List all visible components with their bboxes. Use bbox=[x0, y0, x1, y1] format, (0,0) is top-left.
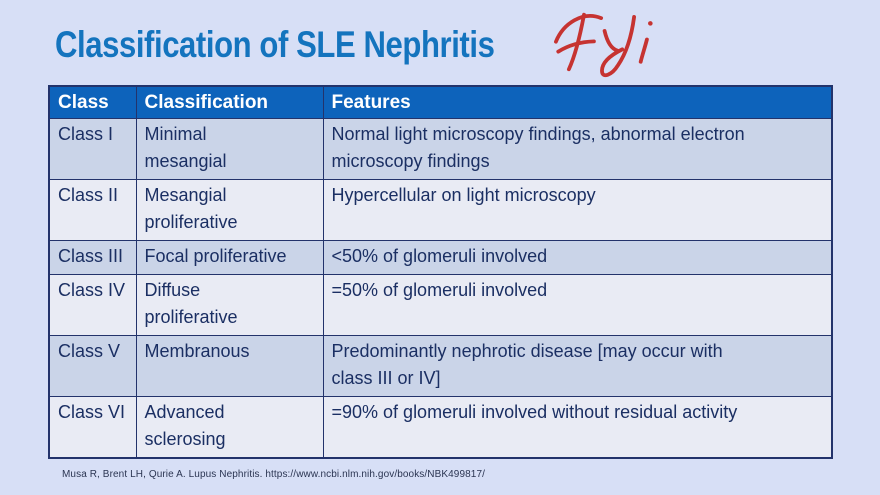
page-title: Classification of SLE Nephritis bbox=[55, 24, 495, 65]
classification-cell: Focal proliferative bbox=[135, 240, 324, 275]
table-row: Class V Membranous Predominantly nephrotic… bbox=[48, 335, 833, 397]
fyi-i-dot bbox=[648, 21, 653, 26]
citation: Musa R, Brent LH, Qurie A. Lupus Nephrit… bbox=[62, 469, 485, 480]
features-cell: <50% of glomeruli involved bbox=[322, 240, 833, 275]
classification-cell: Membranous bbox=[135, 335, 324, 397]
table-header: Class Classification Features bbox=[48, 85, 833, 119]
fyi-y-left-stroke bbox=[602, 29, 620, 53]
fyi-f-top-stroke bbox=[554, 14, 604, 44]
table-row: Class II Mesangial proliferative Hypercell… bbox=[48, 179, 833, 241]
features-cell: Predominantly nephrotic disease [may occ… bbox=[322, 335, 833, 397]
class-cell: Class II bbox=[48, 179, 137, 241]
classification-cell: Mesangial proliferative bbox=[135, 179, 324, 241]
table-row: Class VI Advanced sclerosing =90% of glome… bbox=[48, 396, 833, 459]
class-cell: Class I bbox=[48, 118, 137, 180]
fyi-i-stem-stroke bbox=[638, 37, 649, 64]
class-cell: Class V bbox=[48, 335, 137, 397]
fyi-f-bar-stroke bbox=[556, 39, 596, 54]
header-classification: Classification bbox=[135, 85, 324, 119]
fyi-handwritten-annotation-icon bbox=[554, 12, 653, 78]
table-row: Class III Focal proliferative <50% of glom… bbox=[48, 240, 833, 275]
features-cell: =90% of glomeruli involved without resid… bbox=[322, 396, 833, 459]
classification-table: Class Classification Features Class I Min… bbox=[48, 85, 833, 459]
classification-cell: Diffuse proliferative bbox=[135, 274, 324, 336]
fyi-y-right-loop-stroke bbox=[600, 15, 637, 78]
header-features: Features bbox=[322, 85, 833, 119]
features-cell: Hypercellular on light microscopy bbox=[322, 179, 833, 241]
class-cell: Class VI bbox=[48, 396, 137, 459]
features-cell: Normal light microscopy findings, abnorm… bbox=[322, 118, 833, 180]
classification-cell: Advanced sclerosing bbox=[135, 396, 324, 459]
header-class: Class bbox=[48, 85, 137, 119]
table-body: Class I Minimal mesangial Normal light mic… bbox=[48, 118, 833, 459]
classification-cell: Minimal mesangial bbox=[135, 118, 324, 180]
class-cell: Class III bbox=[48, 240, 137, 275]
table-row: Class IV Diffuse proliferative =50% of glo… bbox=[48, 274, 833, 336]
class-cell: Class IV bbox=[48, 274, 137, 336]
features-cell: =50% of glomeruli involved bbox=[322, 274, 833, 336]
table-row: Class I Minimal mesangial Normal light mic… bbox=[48, 118, 833, 180]
header-row: Class Classification Features bbox=[48, 85, 833, 119]
